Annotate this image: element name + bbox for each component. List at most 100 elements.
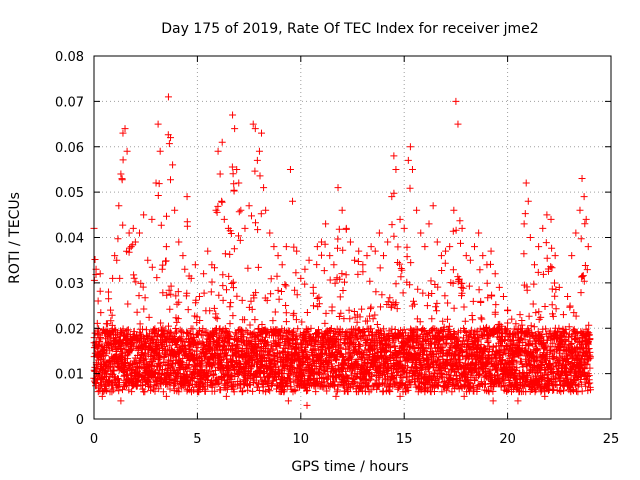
y-tick-label: 0 [76, 413, 84, 428]
data-point [516, 374, 524, 382]
data-point [332, 392, 340, 400]
data-points [90, 93, 594, 409]
data-point [284, 397, 292, 405]
data-point [162, 243, 170, 251]
data-point [220, 215, 228, 223]
data-point [94, 361, 102, 369]
data-point [98, 329, 106, 337]
data-point [326, 252, 334, 260]
data-point [241, 224, 249, 232]
data-point [491, 270, 499, 278]
data-point [117, 170, 125, 178]
data-point [266, 229, 274, 237]
data-point [195, 292, 203, 300]
data-point [396, 392, 404, 400]
data-point [121, 125, 129, 133]
data-point [402, 356, 410, 364]
data-point [237, 361, 245, 369]
data-point [162, 392, 170, 400]
data-point [375, 229, 383, 237]
data-point [330, 261, 338, 269]
data-point [475, 365, 483, 373]
data-point [129, 224, 137, 232]
data-point [564, 292, 572, 300]
data-point [392, 165, 400, 173]
data-point [102, 320, 110, 328]
data-point [582, 215, 590, 223]
data-point [249, 120, 257, 128]
data-point [413, 206, 421, 214]
data-point [454, 356, 462, 364]
x-tick-label: 5 [193, 432, 201, 447]
data-point [253, 156, 261, 164]
data-point [495, 374, 503, 382]
data-point [444, 361, 452, 369]
data-point [516, 311, 524, 319]
data-point [123, 147, 131, 155]
data-point [471, 243, 479, 251]
data-point [100, 347, 108, 355]
data-point [351, 256, 359, 264]
data-point [535, 243, 543, 251]
data-point [140, 388, 148, 396]
y-tick-label: 0.02 [55, 322, 84, 337]
data-point [286, 165, 294, 173]
data-point [578, 361, 586, 369]
data-point [183, 193, 191, 201]
data-point [185, 361, 193, 369]
data-point [218, 138, 226, 146]
data-point [499, 292, 507, 300]
data-point [580, 193, 588, 201]
data-point [454, 120, 462, 128]
data-point [156, 147, 164, 155]
data-point [547, 215, 555, 223]
data-point [140, 211, 148, 219]
data-point [479, 252, 487, 260]
data-point [102, 370, 110, 378]
data-point [260, 184, 268, 192]
data-point [421, 243, 429, 251]
data-point [175, 238, 183, 246]
data-point [466, 256, 474, 264]
data-point [144, 361, 152, 369]
data-point [187, 274, 195, 282]
data-point [346, 238, 354, 246]
data-point [171, 206, 179, 214]
data-point [522, 179, 530, 187]
data-point [530, 261, 538, 269]
data-point [125, 229, 133, 237]
data-point [255, 147, 263, 155]
data-point [551, 252, 559, 260]
data-point [216, 170, 224, 178]
y-tick-label: 0.05 [55, 186, 84, 201]
data-point [322, 220, 330, 228]
y-tick-label: 0.03 [55, 277, 84, 292]
data-point [268, 365, 276, 373]
data-point [193, 388, 201, 396]
data-point [109, 274, 117, 282]
data-point [133, 351, 141, 359]
x-tick-label: 15 [396, 432, 413, 447]
data-point [504, 306, 512, 314]
data-point [113, 256, 121, 264]
data-point [382, 356, 390, 364]
data-point [458, 224, 466, 232]
data-point [423, 361, 431, 369]
x-tick-label: 20 [499, 432, 516, 447]
data-point [462, 252, 470, 260]
data-point [154, 370, 162, 378]
data-point [334, 184, 342, 192]
data-point [104, 288, 112, 296]
data-point [400, 224, 408, 232]
data-point [392, 361, 400, 369]
data-point [417, 229, 425, 237]
data-point [237, 206, 245, 214]
data-point [361, 356, 369, 364]
data-point [282, 243, 290, 251]
data-point [485, 370, 493, 378]
data-point [537, 361, 545, 369]
data-point [111, 252, 119, 260]
tick-marks [93, 55, 612, 420]
data-point [293, 247, 301, 255]
data-point [512, 320, 520, 328]
